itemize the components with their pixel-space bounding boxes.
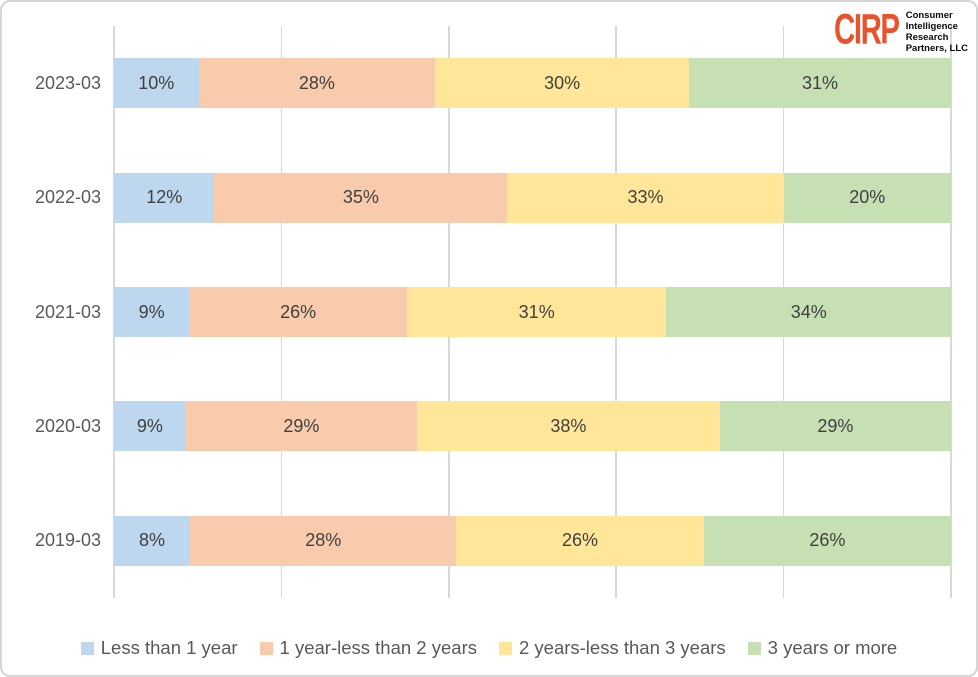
legend-label: 3 years or more	[767, 637, 898, 658]
logo-line: Intelligence	[905, 21, 958, 32]
bar-track: 8% 28% 26% 26%	[114, 515, 951, 566]
bar-row: 2021-03 9% 26% 31% 34%	[2, 255, 951, 369]
bar-row: 2023-03 10% 28% 30% 31%	[2, 26, 952, 140]
bar-segment: 30%	[435, 58, 689, 109]
bar-segment: 28%	[198, 58, 436, 109]
legend-label: Less than 1 year	[100, 637, 238, 658]
cirp-wordmark: CIRP	[833, 4, 900, 53]
cirp-logo: CIRP Consumer Intelligence Research Part…	[833, 4, 968, 54]
plot-rows: 2023-03 10% 28% 30% 31% 2022-03 12% 35% 33% 20% 20…	[2, 26, 952, 598]
bar-segment: 29%	[719, 401, 952, 452]
legend-item: Less than 1 year	[80, 637, 238, 659]
bar-segment: 10%	[114, 58, 199, 109]
bar-segment: 8%	[114, 515, 191, 566]
bar-row: 2020-03 9% 29% 38% 29%	[2, 369, 952, 483]
bar-row: 2022-03 12% 35% 33% 20%	[2, 140, 951, 254]
bar-segment: 35%	[214, 172, 508, 223]
legend-swatch	[259, 641, 273, 655]
category-label: 2019-03	[34, 530, 101, 551]
bar-segment: 9%	[114, 287, 190, 338]
category-label: 2023-03	[34, 72, 101, 93]
bar-segment: 26%	[189, 287, 407, 338]
legend-item: 1 year-less than 2 years	[259, 637, 477, 659]
bar-segment: 12%	[114, 172, 215, 223]
logo-line: Research	[905, 32, 949, 43]
legend-swatch	[747, 641, 761, 655]
bar-track: 12% 35% 33% 20%	[114, 172, 951, 223]
logo-line: Partners, LLC	[905, 43, 968, 54]
bar-segment: 33%	[507, 172, 784, 223]
bar-segment: 31%	[406, 287, 667, 338]
legend-swatch	[80, 641, 94, 655]
category-label: 2022-03	[34, 187, 101, 208]
bar-track: 9% 29% 38% 29%	[114, 401, 952, 452]
logo-line: Consumer	[905, 10, 953, 21]
legend-label: 2 years-less than 3 years	[518, 637, 726, 658]
legend-label: 1 year-less than 2 years	[279, 637, 477, 658]
bar-segment: 28%	[190, 515, 457, 566]
bar-segment: 26%	[456, 515, 704, 566]
bar-segment: 20%	[783, 172, 951, 223]
bar-segment: 29%	[185, 401, 417, 452]
legend: Less than 1 year 1 year-less than 2 years…	[2, 637, 976, 659]
category-label: 2020-03	[34, 415, 101, 436]
legend-item: 2 years-less than 3 years	[498, 637, 726, 659]
bar-segment: 34%	[666, 287, 951, 338]
category-label: 2021-03	[34, 301, 101, 322]
bar-segment: 26%	[703, 515, 951, 566]
cirp-logo-text: Consumer Intelligence Research Partners,…	[906, 8, 968, 54]
bar-segment: 31%	[688, 58, 952, 109]
bar-track: 10% 28% 30% 31%	[114, 58, 952, 109]
bar-segment: 9%	[114, 401, 186, 452]
bar-row: 2019-03 8% 28% 26% 26%	[2, 484, 951, 598]
gridline	[950, 26, 952, 598]
bar-segment: 38%	[416, 401, 720, 452]
bar-track: 9% 26% 31% 34%	[114, 287, 951, 338]
legend-swatch	[498, 641, 512, 655]
legend-item: 3 years or more	[747, 637, 898, 659]
